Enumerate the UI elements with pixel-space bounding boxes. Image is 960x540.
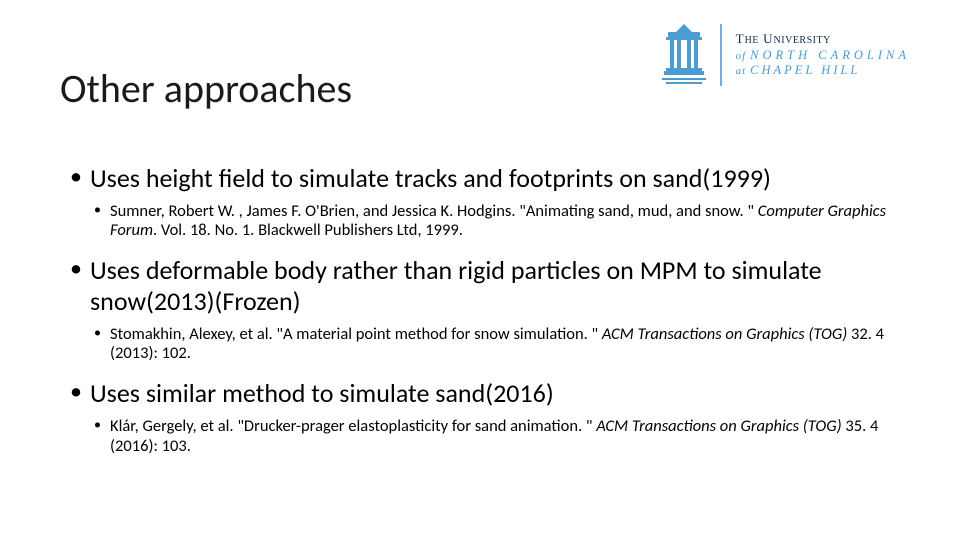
bullet-cite-3: Klár, Gergely, et al. "Drucker-prager el… [66, 417, 894, 457]
cite-3-pre: Klár, Gergely, et al. "Drucker-prager el… [110, 416, 596, 436]
logo-line3-rest: CHAPEL HILL [750, 63, 860, 77]
logo-text: THE UNIVERSITY ofNORTH CAROLINA atCHAPEL… [736, 31, 910, 79]
bullet-main-3: Uses similar method to simulate sand(201… [66, 378, 894, 409]
cite-2-pre: Stomakhin, Alexey, et al. "A material po… [110, 324, 602, 344]
header: Other approaches [60, 40, 900, 113]
slide: Other approaches [0, 0, 960, 540]
university-logo: THE UNIVERSITY ofNORTH CAROLINA atCHAPEL… [662, 22, 910, 88]
content: Uses height field to simulate tracks and… [60, 163, 900, 456]
bullet-cite-1: Sumner, Robert W. , James F. O'Brien, an… [66, 202, 894, 242]
cite-2-em: ACM Transactions on Graphics (TOG) [602, 324, 847, 344]
logo-line3-at: at [736, 65, 747, 77]
cite-1-pre: Sumner, Robert W. , James F. O'Brien, an… [110, 201, 758, 221]
bullet-main-1: Uses height field to simulate tracks and… [66, 163, 894, 194]
bullet-main-2: Uses deformable body rather than rigid p… [66, 255, 894, 316]
logo-line1-niversity: NIVERSITY [774, 35, 831, 46]
logo-line-1: THE UNIVERSITY [736, 31, 910, 48]
bullet-cite-2: Stomakhin, Alexey, et al. "A material po… [66, 325, 894, 365]
slide-title: Other approaches [60, 64, 352, 113]
logo-line-2: ofNORTH CAROLINA [736, 48, 910, 64]
logo-line-3: atCHAPEL HILL [736, 63, 910, 79]
logo-line2-of: of [736, 50, 747, 62]
cite-3-em: ACM Transactions on Graphics (TOG) [596, 416, 841, 436]
logo-line1-u: U [763, 31, 773, 46]
logo-line1-he: HE [745, 35, 759, 46]
logo-crest-icon [662, 22, 706, 88]
logo-divider [720, 24, 722, 86]
logo-line1-t: T [736, 31, 745, 46]
logo-line2-rest: NORTH CAROLINA [750, 48, 910, 62]
cite-1-post: . Vol. 18. No. 1. Blackwell Publishers L… [153, 220, 463, 240]
